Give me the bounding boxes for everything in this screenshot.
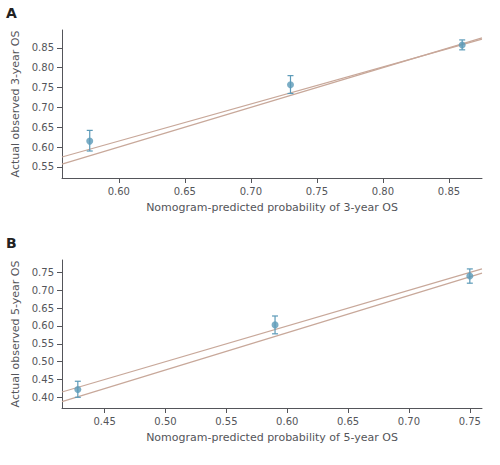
svg-text:0.60: 0.60	[32, 142, 54, 153]
svg-text:0.65: 0.65	[32, 303, 54, 314]
svg-text:0.75: 0.75	[306, 186, 328, 197]
svg-text:B: B	[6, 235, 17, 251]
svg-text:0.60: 0.60	[108, 186, 130, 197]
svg-text:0.75: 0.75	[459, 416, 481, 427]
svg-text:Actual observed 5-year OS: Actual observed 5-year OS	[9, 261, 22, 408]
svg-text:0.55: 0.55	[32, 338, 54, 349]
svg-text:0.80: 0.80	[32, 62, 54, 73]
svg-text:0.75: 0.75	[32, 82, 54, 93]
svg-text:A: A	[6, 5, 17, 21]
svg-text:0.80: 0.80	[372, 186, 394, 197]
svg-text:0.60: 0.60	[276, 416, 298, 427]
svg-text:0.60: 0.60	[32, 320, 54, 331]
svg-text:0.75: 0.75	[32, 267, 54, 278]
svg-text:0.70: 0.70	[32, 102, 54, 113]
svg-text:0.50: 0.50	[32, 356, 54, 367]
svg-text:0.65: 0.65	[337, 416, 359, 427]
svg-text:0.70: 0.70	[398, 416, 420, 427]
svg-text:0.45: 0.45	[32, 374, 54, 385]
svg-text:0.55: 0.55	[32, 161, 54, 172]
svg-text:0.65: 0.65	[32, 122, 54, 133]
svg-text:0.70: 0.70	[240, 186, 262, 197]
svg-text:0.45: 0.45	[93, 416, 115, 427]
svg-text:0.40: 0.40	[32, 392, 54, 403]
svg-text:0.50: 0.50	[154, 416, 176, 427]
svg-text:0.85: 0.85	[32, 42, 54, 53]
svg-text:0.65: 0.65	[174, 186, 196, 197]
svg-text:0.70: 0.70	[32, 285, 54, 296]
svg-text:Actual observed 3-year OS: Actual observed 3-year OS	[9, 31, 22, 178]
svg-text:Nomogram-predicted probability: Nomogram-predicted probability of 5-year…	[146, 431, 398, 444]
svg-text:Nomogram-predicted probability: Nomogram-predicted probability of 3-year…	[146, 201, 398, 214]
svg-text:0.85: 0.85	[438, 186, 460, 197]
svg-text:0.55: 0.55	[215, 416, 237, 427]
